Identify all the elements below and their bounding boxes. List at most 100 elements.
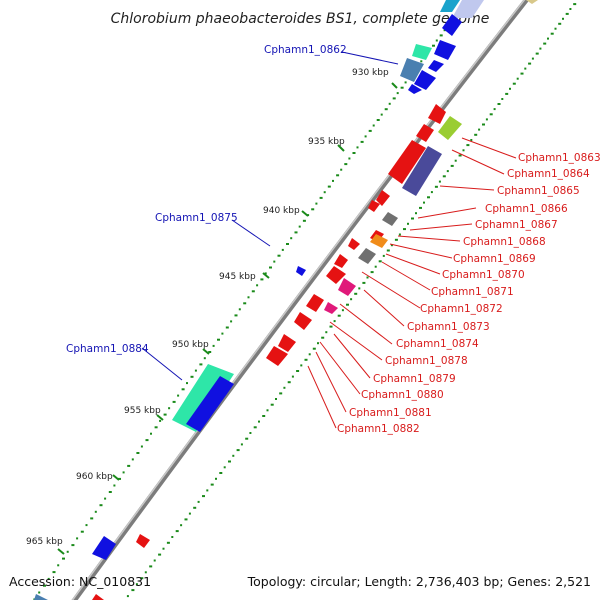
gene-block[interactable] [294, 312, 312, 330]
gene-label[interactable]: Cphamn1_0874 [396, 338, 479, 350]
track-dot [380, 113, 383, 116]
track-dot [290, 237, 293, 240]
gene-block[interactable] [324, 302, 338, 314]
track-dot [172, 400, 176, 403]
gene-label[interactable]: Cphamn1_0862 [264, 44, 347, 56]
gene-label[interactable]: Cphamn1_0878 [385, 355, 468, 367]
track-dot [47, 577, 50, 580]
gene-label[interactable]: Cphamn1_0881 [349, 407, 432, 419]
gene-block[interactable] [34, 594, 48, 600]
track-dot [520, 72, 524, 75]
track-dot [38, 591, 41, 594]
gene-block[interactable] [358, 248, 376, 264]
track-dot [332, 179, 334, 182]
gene-block[interactable] [440, 0, 460, 12]
track-dot [315, 202, 318, 205]
gene-block[interactable] [376, 190, 390, 206]
track-dot [543, 42, 547, 45]
track-dot [565, 12, 569, 15]
gene-block[interactable] [348, 238, 360, 250]
gene-block[interactable] [136, 534, 150, 548]
gene-label[interactable]: Cphamn1_0870 [442, 269, 525, 281]
gene-block[interactable] [266, 346, 288, 366]
tick-mark [391, 82, 398, 89]
gene-label[interactable]: Cphamn1_0882 [337, 423, 420, 435]
gene-label[interactable]: Cphamn1_0865 [497, 185, 580, 197]
reverse-strand-genes [92, 104, 462, 600]
track-dot [76, 537, 79, 540]
gene-block[interactable] [416, 124, 434, 142]
gene-block[interactable] [414, 70, 436, 90]
gene-block[interactable] [334, 254, 348, 268]
track-dot [180, 524, 183, 527]
gene-block[interactable] [442, 14, 462, 36]
gene-block[interactable] [388, 140, 426, 184]
gene-block[interactable] [428, 60, 444, 72]
genome-backbone [71, 0, 530, 600]
gene-label[interactable]: Cphamn1_0880 [361, 389, 444, 401]
track-dot [573, 3, 577, 6]
gene-block[interactable] [428, 104, 446, 124]
track-dot [62, 557, 65, 560]
track-dot [458, 154, 462, 157]
track-dot [407, 222, 409, 225]
gene-block[interactable] [382, 212, 398, 226]
gene-label[interactable]: Cphamn1_0879 [373, 373, 456, 385]
gene-label[interactable]: Cphamn1_0871 [431, 286, 514, 298]
track-dot [131, 458, 134, 461]
gene-block[interactable] [92, 536, 116, 560]
gene-block[interactable] [400, 58, 424, 82]
track-dot [512, 82, 516, 85]
track-dot [354, 292, 358, 295]
track-dot [336, 174, 340, 177]
track-dot [85, 524, 88, 527]
track-dot [158, 553, 162, 556]
track-dot [516, 77, 519, 80]
gene-label[interactable]: Cphamn1_0867 [475, 219, 558, 231]
track-dot [80, 530, 84, 533]
gene-block[interactable] [370, 234, 388, 248]
gene-block[interactable] [408, 84, 422, 94]
track-dot [118, 477, 121, 480]
gene-block[interactable] [92, 594, 104, 600]
track-dot [175, 530, 179, 533]
gene-block[interactable] [434, 40, 456, 60]
gene-label[interactable]: Cphamn1_0868 [463, 236, 546, 248]
track-dot [450, 164, 454, 167]
track-dot [376, 119, 380, 121]
gene-block[interactable] [402, 146, 442, 196]
gene-label[interactable]: Cphamn1_0873 [407, 321, 490, 333]
gene-label[interactable]: Cphamn1_0863 [518, 152, 600, 164]
gene-block[interactable] [186, 376, 234, 432]
gene-block[interactable] [368, 200, 380, 212]
gene-block[interactable] [526, 0, 538, 4]
gene-block[interactable] [452, 0, 484, 18]
gene-block[interactable] [326, 266, 346, 284]
gene-label[interactable]: Cphamn1_0875 [155, 212, 238, 224]
gene-label[interactable]: Cphamn1_0884 [66, 343, 149, 355]
track-dot [364, 135, 367, 138]
track-dot [378, 260, 382, 263]
track-dot [432, 44, 435, 47]
gene-label[interactable]: Cphamn1_0869 [453, 253, 536, 265]
track-dot [562, 17, 564, 20]
gene-block[interactable] [278, 334, 296, 352]
gene-block[interactable] [412, 44, 432, 60]
track-dot [122, 471, 125, 474]
track-dot [140, 577, 144, 580]
track-dot [126, 595, 129, 598]
track-dot [217, 338, 220, 341]
gene-block[interactable] [306, 294, 324, 312]
track-dot [294, 231, 298, 234]
gene-block[interactable] [338, 278, 356, 296]
track-dot [344, 163, 348, 166]
forward-strand-genes [34, 0, 538, 600]
track-dot [94, 510, 97, 513]
gene-block[interactable] [438, 116, 462, 140]
gene-label[interactable]: Cphamn1_0864 [507, 168, 590, 180]
left-gene-labels: Cphamn1_0862 Cphamn1_0875 Cphamn1_0884 [66, 44, 347, 355]
gene-label[interactable]: Cphamn1_0866 [485, 203, 568, 215]
track-dot [256, 284, 259, 287]
gene-block[interactable] [296, 266, 306, 276]
gene-label[interactable]: Cphamn1_0872 [420, 303, 503, 315]
